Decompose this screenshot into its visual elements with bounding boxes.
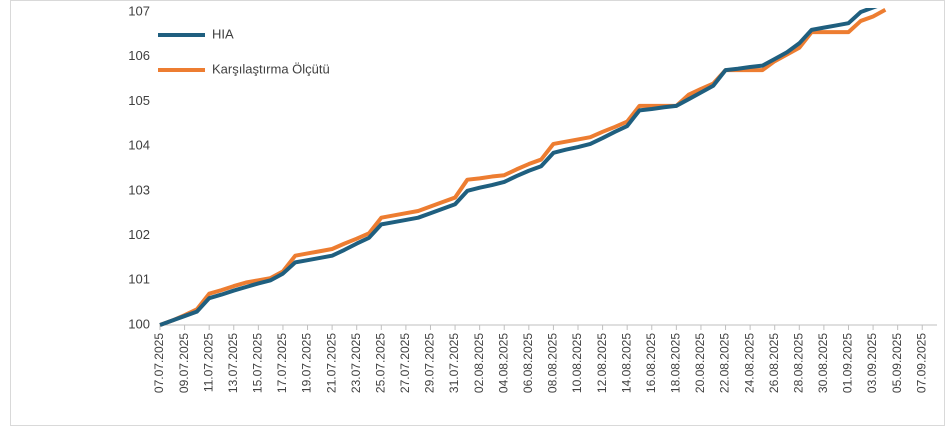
y-tick-label: 100 (128, 316, 150, 331)
series-line (159, 8, 878, 327)
x-tick-label: 05.09.2025 (890, 333, 904, 393)
x-tick-label: 04.08.2025 (496, 333, 510, 393)
x-tick-label: 29.07.2025 (423, 333, 437, 393)
y-tick-label: 101 (128, 272, 150, 287)
legend-label: Karşılaştırma Ölçütü (212, 61, 330, 76)
x-tick-label: 30.08.2025 (816, 333, 830, 393)
x-tick-label: 08.08.2025 (546, 333, 560, 393)
x-tick-label: 06.08.2025 (521, 333, 535, 393)
x-tick-label: 26.08.2025 (767, 333, 781, 393)
x-tick-label: 01.09.2025 (841, 333, 855, 393)
y-tick-label: 102 (128, 227, 150, 242)
x-tick-label: 22.08.2025 (718, 333, 732, 393)
x-tick-label: 31.07.2025 (447, 333, 461, 393)
x-tick-label: 28.08.2025 (791, 333, 805, 393)
x-tick-label: 07.07.2025 (152, 333, 166, 393)
x-tick-label: 14.08.2025 (619, 333, 633, 393)
x-tick-label: 21.07.2025 (324, 333, 338, 393)
x-tick-label: 03.09.2025 (865, 333, 879, 393)
x-tick-label: 02.08.2025 (472, 333, 486, 393)
x-tick-label: 13.07.2025 (226, 333, 240, 393)
plot-area (159, 8, 887, 327)
legend-label: HIA (212, 26, 234, 41)
x-tick-label: 10.08.2025 (570, 333, 584, 393)
x-tick-label: 23.07.2025 (349, 333, 363, 393)
y-tick-label: 105 (128, 93, 150, 108)
x-tick-label: 09.07.2025 (177, 333, 191, 393)
x-tick-label: 20.08.2025 (693, 333, 707, 393)
x-tick-label: 12.08.2025 (595, 333, 609, 393)
y-tick-label: 107 (128, 3, 150, 18)
x-tick-label: 15.07.2025 (251, 333, 265, 393)
x-tick-label: 24.08.2025 (742, 333, 756, 393)
x-tick-label: 27.07.2025 (398, 333, 412, 393)
x-tick-label: 17.07.2025 (275, 333, 289, 393)
y-tick-label: 106 (128, 48, 150, 63)
x-tick-label: 25.07.2025 (373, 333, 387, 393)
x-tick-label: 18.08.2025 (669, 333, 683, 393)
x-tick-label: 11.07.2025 (201, 333, 215, 392)
x-tick-label: 07.09.2025 (914, 333, 928, 393)
y-tick-label: 104 (128, 138, 150, 153)
x-tick-label: 16.08.2025 (644, 333, 658, 393)
y-tick-label: 103 (128, 182, 150, 197)
x-tick-label: 19.07.2025 (300, 333, 314, 393)
